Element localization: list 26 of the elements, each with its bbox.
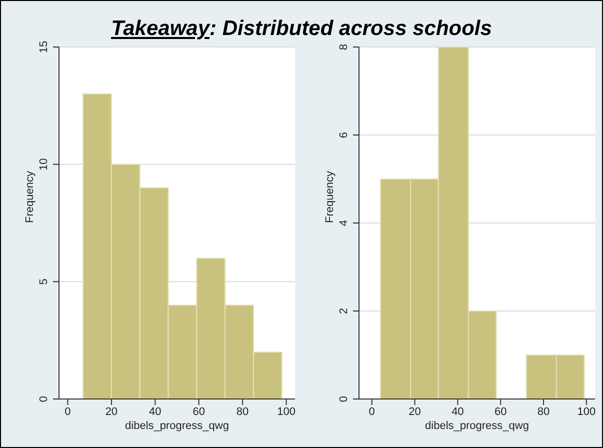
x-tick-label: 20 (105, 406, 118, 418)
y-tick-label: 4 (338, 220, 350, 226)
y-tick-label: 2 (338, 308, 350, 314)
x-tick-label: 80 (537, 406, 550, 418)
x-tick-label: 0 (368, 406, 375, 418)
y-tick-label: 5 (38, 278, 50, 285)
x-tick-label: 40 (452, 406, 464, 418)
y-axis-title: Frequency (324, 170, 336, 223)
x-axis-title: dibels_progress_qwg (425, 420, 529, 432)
y-axis-title: Frequency (24, 170, 36, 223)
y-tick-label: 0 (338, 396, 350, 402)
x-tick-label: 60 (494, 406, 507, 418)
x-tick-label: 60 (192, 406, 205, 418)
y-tick-label: 0 (38, 396, 50, 402)
x-tick-label: 100 (277, 406, 296, 418)
x-tick-label: 0 (64, 406, 71, 418)
y-tick-label: 8 (338, 44, 350, 50)
x-tick-label: 20 (408, 406, 421, 418)
x-tick-label: 40 (149, 406, 162, 418)
x-axis-title: dibels_progress_qwg (125, 420, 229, 432)
y-tick-label: 15 (38, 40, 50, 54)
y-tick-label: 10 (38, 158, 50, 170)
y-tick-label: 6 (338, 132, 350, 138)
chart-title: Takeaway: Distributed across schools (111, 17, 492, 40)
x-tick-label: 100 (577, 406, 596, 418)
x-tick-label: 80 (236, 406, 249, 418)
